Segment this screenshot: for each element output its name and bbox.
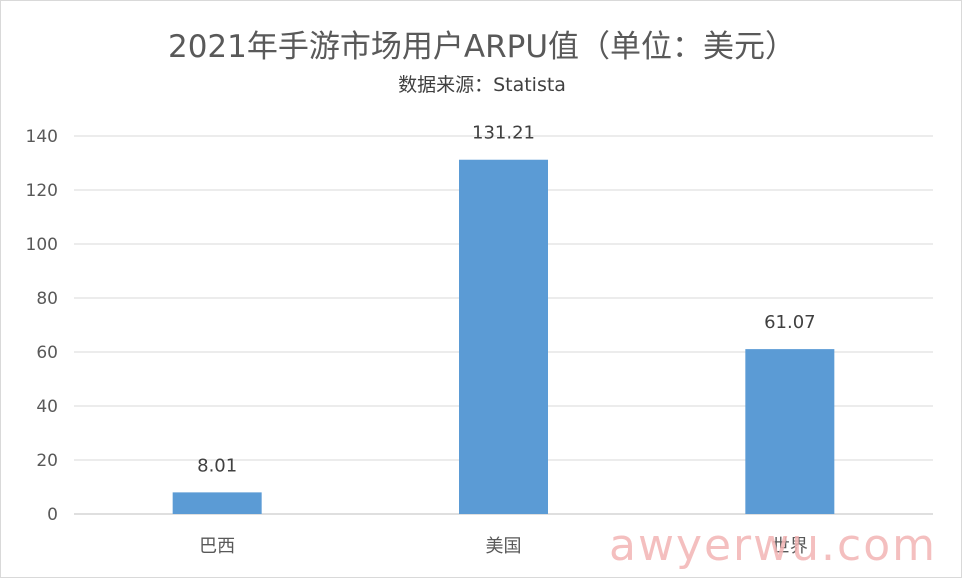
watermark-text: awyerwu.com	[609, 520, 937, 571]
data-label: 61.07	[764, 312, 816, 333]
data-label: 131.21	[472, 123, 535, 144]
chart-subtitle: 数据来源：Statista	[398, 74, 566, 96]
x-axis-categories: 巴西 美国 世界	[199, 536, 808, 557]
bar	[172, 492, 262, 514]
chart-title: 2021年手游市场用户ARPU值（单位：美元）	[168, 29, 796, 65]
y-tick-label: 40	[36, 397, 58, 417]
y-tick-label: 60	[36, 343, 58, 363]
x-category-label: 美国	[486, 536, 522, 557]
x-category-label: 世界	[772, 536, 808, 557]
y-tick-label: 0	[47, 505, 58, 525]
y-tick-label: 120	[26, 181, 58, 201]
y-axis-ticks: 0 20 40 60 80 100 120 140	[26, 127, 58, 525]
y-tick-label: 20	[36, 451, 58, 471]
x-category-label: 巴西	[199, 536, 235, 557]
bar	[459, 159, 548, 514]
data-labels: 8.01 131.21 61.07	[197, 123, 815, 477]
bars	[172, 159, 835, 514]
bar	[745, 349, 835, 514]
y-tick-label: 140	[26, 127, 58, 147]
y-tick-label: 80	[36, 289, 58, 309]
y-tick-label: 100	[26, 235, 58, 255]
data-label: 8.01	[197, 455, 237, 476]
